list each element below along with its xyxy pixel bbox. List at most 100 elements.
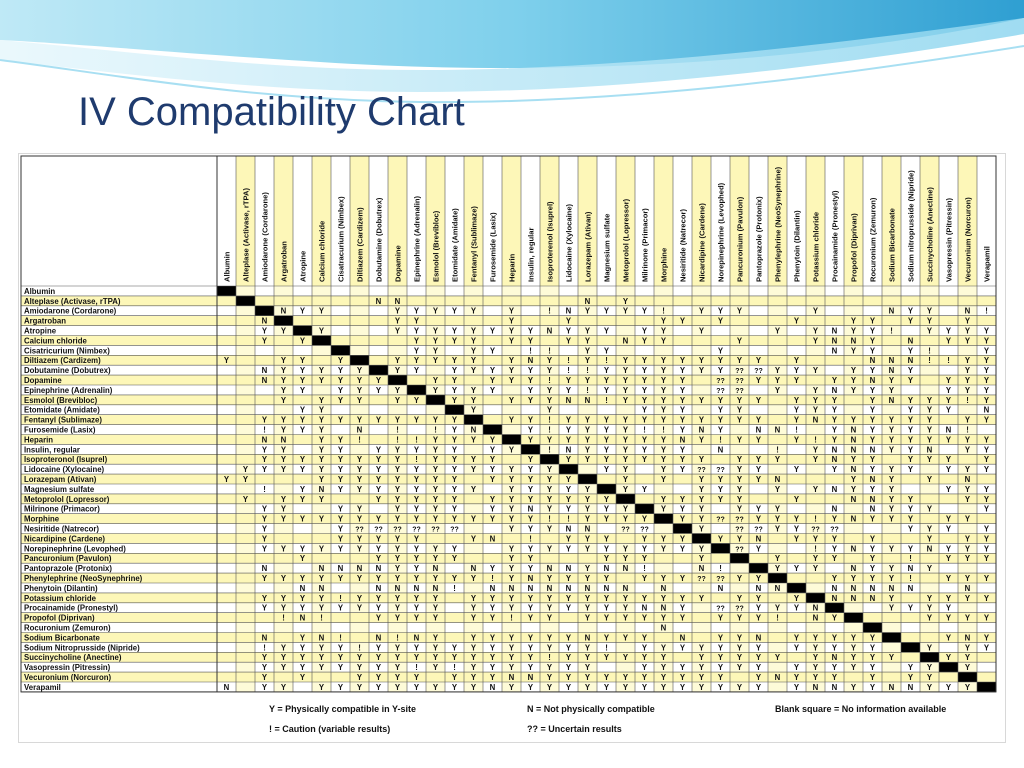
diagonal-cell (730, 553, 749, 564)
cell-value: Y (604, 445, 610, 454)
cell-value: N (680, 435, 686, 444)
cell-value: Y (471, 594, 477, 603)
diagonal-cell (768, 573, 787, 583)
cell-value: ! (966, 426, 969, 435)
cell-value: Y (433, 435, 439, 444)
cell-value: Y (946, 683, 952, 692)
cell-value: Y (509, 525, 515, 534)
cell-value: Y (338, 574, 344, 583)
cell-value: Y (547, 683, 553, 692)
cell-value: Y (509, 505, 515, 514)
cell-value: ! (548, 515, 551, 524)
cell-value: Y (927, 307, 933, 316)
cell-value: N (756, 426, 762, 435)
cell-value: Y (490, 465, 496, 474)
diagonal-cell (483, 424, 502, 435)
cell-value: Y (528, 435, 534, 444)
cell-value: Y (395, 475, 401, 484)
row-label: Propofol (Diprivan) (24, 614, 95, 623)
cell-value: Y (851, 485, 857, 494)
cell-value: Y (281, 495, 287, 504)
cell-value: Y (490, 366, 496, 375)
cell-value: Y (832, 406, 838, 415)
cell-value: Y (965, 445, 971, 454)
column-header-label: Albumin (223, 251, 232, 282)
row-label: Amiodarone (Cordarone) (24, 307, 117, 316)
table-border (20, 155, 997, 693)
cell-value: N (262, 376, 268, 385)
cell-value: Y (319, 495, 325, 504)
cell-value: Y (794, 673, 800, 682)
cell-value: Y (718, 485, 724, 494)
cell-value: Y (851, 416, 857, 425)
cell-value: N (832, 445, 838, 454)
cell-value: Y (832, 663, 838, 672)
cell-value: Y (927, 435, 933, 444)
column-header-bg (293, 156, 312, 286)
column-header-label: Fentanyl (Sublimaze) (470, 206, 479, 282)
cell-value: Y (680, 574, 686, 583)
cell-value: Y (813, 307, 819, 316)
cell-value: Y (452, 445, 458, 454)
cell-value: Y (813, 643, 819, 652)
cell-value: ?? (754, 527, 763, 534)
cell-value: Y (547, 485, 553, 494)
cell-value: Y (395, 485, 401, 494)
cell-value: ! (529, 346, 532, 355)
cell-value: Y (680, 406, 686, 415)
cell-value: Y (604, 366, 610, 375)
cell-value: Y (414, 366, 420, 375)
cell-value: Y (376, 515, 382, 524)
column-tint (312, 286, 331, 692)
cell-value: Y (984, 455, 990, 464)
cell-value: Y (585, 604, 591, 613)
cell-value: Y (756, 683, 762, 692)
cell-value: N (585, 525, 591, 534)
cell-value: Y (661, 475, 667, 484)
cell-value: Y (319, 416, 325, 425)
cell-value: Y (832, 614, 838, 623)
cell-value: Y (756, 653, 762, 662)
cell-value: Y (946, 574, 952, 583)
cell-value: ! (263, 643, 266, 652)
cell-value: N (547, 564, 553, 573)
cell-value: ! (548, 653, 551, 662)
cell-value: Y (528, 643, 534, 652)
cell-value: Y (300, 386, 306, 395)
cell-value: Y (680, 495, 686, 504)
column-header-label: Verapamil (983, 246, 992, 282)
cell-value: Y (642, 653, 648, 662)
cell-value: Y (509, 554, 515, 563)
cell-value: Y (281, 376, 287, 385)
cell-value: Y (547, 643, 553, 652)
cell-value: Y (509, 663, 515, 672)
cell-value: Y (680, 544, 686, 553)
cell-value: Y (718, 475, 724, 484)
cell-value: N (395, 584, 401, 593)
cell-value: Y (984, 396, 990, 405)
cell-value: ! (662, 426, 665, 435)
cell-value: Y (699, 495, 705, 504)
row-label: Magnesium sulfate (24, 485, 95, 494)
cell-value: Y (737, 683, 743, 692)
cell-value: Y (965, 356, 971, 365)
cell-value: Y (756, 376, 762, 385)
cell-value: Y (338, 683, 344, 692)
cell-value: Y (490, 663, 496, 672)
cell-value: Y (642, 643, 648, 652)
cell-value: Y (927, 455, 933, 464)
diagonal-cell (711, 543, 730, 554)
column-tint (464, 286, 483, 692)
cell-value: Y (490, 653, 496, 662)
cell-value: Y (319, 653, 325, 662)
cell-value: Y (357, 455, 363, 464)
cell-value: Y (756, 505, 762, 514)
cell-value: ?? (735, 606, 744, 613)
cell-value: Y (870, 386, 876, 395)
cell-value: Y (680, 366, 686, 375)
cell-value: Y (699, 356, 705, 365)
cell-value: Y (965, 614, 971, 623)
cell-value: N (870, 356, 876, 365)
diagonal-cell (502, 434, 521, 445)
column-tint (806, 286, 825, 692)
